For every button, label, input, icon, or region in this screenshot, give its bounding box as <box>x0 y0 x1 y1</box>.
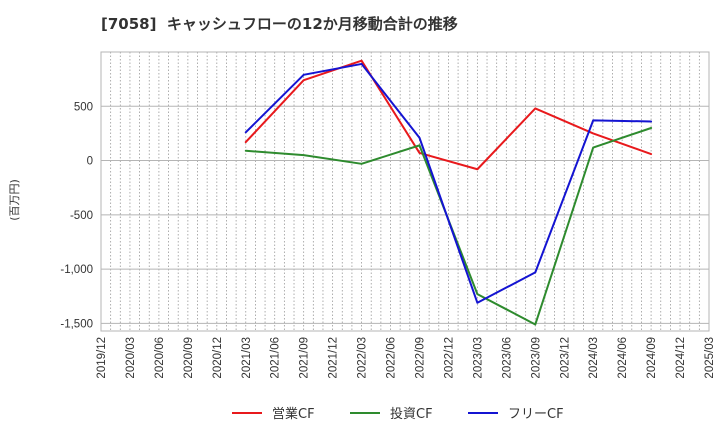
y-tick-label: 500 <box>74 101 93 113</box>
legend: 営業CF 投資CF フリーCF <box>232 406 564 422</box>
x-tick-label: 2020/12 <box>212 337 224 379</box>
legend-item-investing-cf[interactable]: 投資CF <box>350 406 433 422</box>
x-tick-label: 2021/03 <box>241 337 253 379</box>
legend-item-free-cf[interactable]: フリーCF <box>468 407 564 422</box>
x-tick-label: 2025/03 <box>704 337 716 379</box>
x-tick-label: 2019/12 <box>96 337 108 379</box>
legend-label-free-cf: フリーCF <box>508 407 564 422</box>
x-tick-label: 2020/03 <box>125 337 137 379</box>
x-tick-label: 2024/06 <box>617 337 629 379</box>
y-axis-label: (百万円) <box>8 179 21 221</box>
x-tick-label: 2023/03 <box>472 337 484 379</box>
series-layer <box>244 59 653 326</box>
x-tick-label: 2021/09 <box>299 337 311 379</box>
x-tick-label: 2023/06 <box>501 337 513 379</box>
y-tick-label: 0 <box>87 156 93 168</box>
x-tick-label: 2023/12 <box>559 337 571 379</box>
series-line-operating-cf <box>244 59 653 171</box>
x-tick-label: 2022/03 <box>357 337 369 379</box>
vertical-gridlines <box>110 52 700 331</box>
y-tick-label: -1,500 <box>60 318 93 330</box>
x-tick-label: 2024/09 <box>646 337 658 379</box>
y-tick-label: -1,000 <box>60 264 93 276</box>
x-tick-label: 2022/12 <box>443 337 455 379</box>
chart-title: [7058] キャッシュフローの12か月移動合計の推移 <box>101 15 458 33</box>
x-tick-label: 2020/06 <box>154 337 166 379</box>
horizontal-gridlines <box>101 105 709 324</box>
series-line-free-cf <box>244 62 653 304</box>
x-axis-ticks: 2019/12 2020/03 2020/06 2020/09 2020/12 2021/… <box>96 337 716 379</box>
x-tick-label: 2022/09 <box>415 337 427 379</box>
x-tick-label: 2021/12 <box>328 337 340 379</box>
legend-item-operating-cf[interactable]: 営業CF <box>232 406 315 422</box>
legend-label-operating-cf: 営業CF <box>272 406 315 422</box>
x-tick-label: 2023/09 <box>530 337 542 379</box>
plot-frame <box>100 51 710 332</box>
x-tick-label: 2024/12 <box>675 337 687 379</box>
y-tick-label: -500 <box>70 210 93 222</box>
x-tick-label: 2024/03 <box>588 337 600 379</box>
x-tick-label: 2022/06 <box>386 337 398 379</box>
legend-label-investing-cf: 投資CF <box>390 406 433 422</box>
x-tick-label: 2021/06 <box>270 337 282 379</box>
x-tick-label: 2020/09 <box>183 337 195 379</box>
y-axis-ticks: 500 0 -500 -1,000 -1,500 <box>60 101 93 330</box>
